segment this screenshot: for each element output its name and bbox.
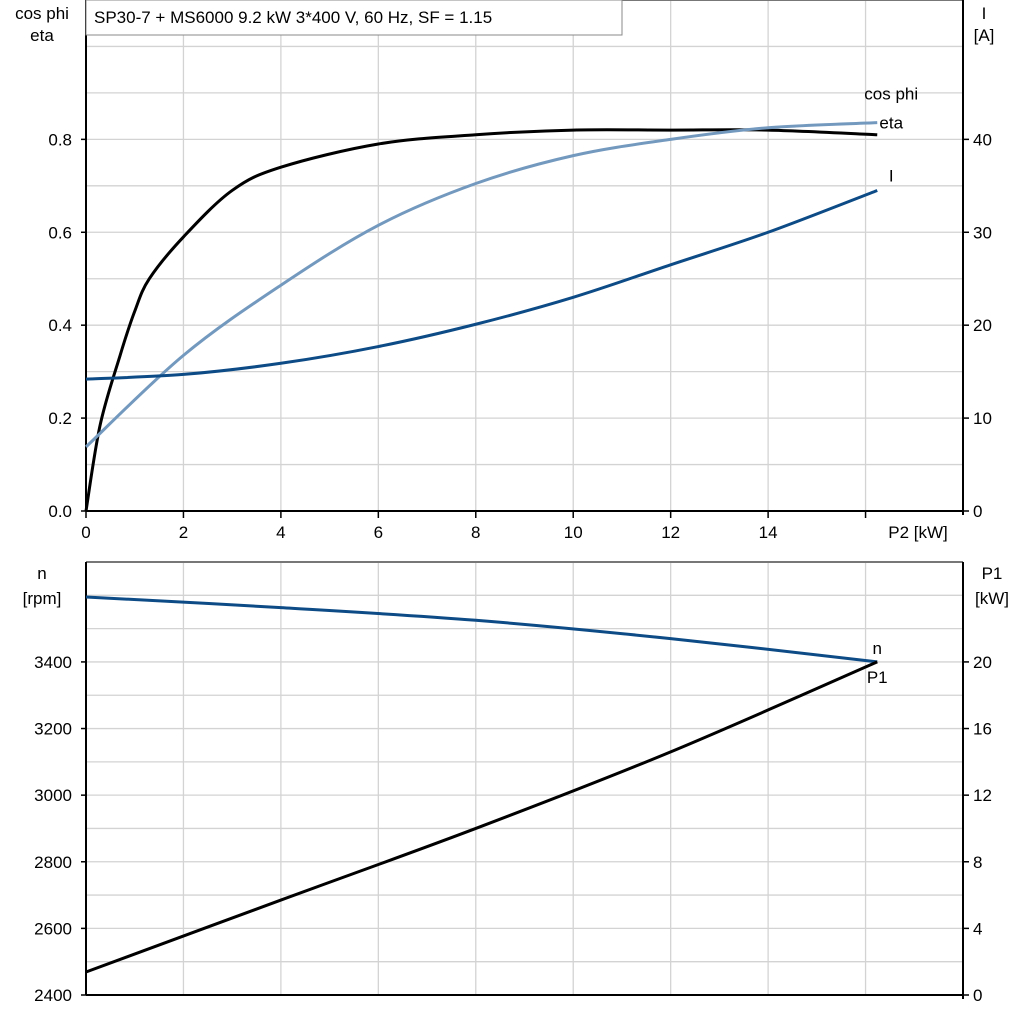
y-left-tick-label: 3000: [34, 786, 72, 805]
y-right-tick-label: 20: [973, 316, 992, 335]
x-tick-label: 6: [374, 523, 383, 542]
series-line-n: [85, 595, 878, 664]
series-label-eta: eta: [879, 114, 903, 133]
y-right-tick-label: 8: [973, 853, 982, 872]
top-chart: 0.0 0.2 0.4 0.6 0.8 0 10 20 30 40 0 2 4 6 8 10 12 14 eta co…: [48, 0, 992, 542]
series-line-I: [85, 189, 878, 381]
y-left-tick-label: 3400: [34, 653, 72, 672]
x-tick-label: 14: [759, 523, 778, 542]
x-tick-label: 8: [471, 523, 480, 542]
title-box: SP30-7 + MS6000 9.2 kW 3*400 V, 60 Hz, S…: [85, 0, 623, 36]
series-line-P1: [85, 660, 878, 974]
y-left-tick-label: 0.0: [48, 502, 72, 521]
y-left-tick-label: 0.2: [48, 409, 72, 428]
x-axis-label: P2 [kW]: [888, 523, 948, 542]
y-right-tick-label: 40: [973, 130, 992, 149]
y-right-tick-label: 16: [973, 720, 992, 739]
series-line-cos-phi: [84, 121, 878, 448]
y-right-tick-label: 12: [973, 786, 992, 805]
y-left-tick-label: 2600: [34, 919, 72, 938]
y-left-tick-label: 2400: [34, 986, 72, 1005]
series-label-cos-phi: cos phi: [864, 85, 918, 104]
y-left-tick-label: 0.6: [48, 223, 72, 242]
y-left-tick-label: 3200: [34, 720, 72, 739]
y-right-tick-label: 0: [973, 502, 982, 521]
y-right-label-i: I: [982, 4, 987, 23]
y-left-tick-label: 0.8: [48, 130, 72, 149]
y-right-label-p1: P1: [982, 564, 1003, 583]
x-tick-label: 2: [179, 523, 188, 542]
y-right-label-kw: [kW]: [975, 589, 1009, 608]
y-right-tick-label: 30: [973, 223, 992, 242]
y-left-tick-label: 2800: [34, 853, 72, 872]
series-label-P1: P1: [867, 668, 888, 687]
bottom-chart: 2400 2600 2800 3000 3200 3400 0 4 8 12 16 20 n P1: [34, 561, 992, 1005]
y-right-tick-label: 20: [973, 653, 992, 672]
x-tick-label: 12: [661, 523, 680, 542]
y-left-label-rpm: [rpm]: [23, 589, 62, 608]
y-left-label-eta: eta: [30, 26, 54, 45]
y-left-label-n: n: [37, 564, 46, 583]
y-left-label-cosphi: cos phi: [15, 4, 69, 23]
y-right-tick-label: 10: [973, 409, 992, 428]
series-line-eta: [84, 128, 878, 512]
y-right-label-unit: [A]: [974, 26, 995, 45]
x-tick-label: 4: [276, 523, 285, 542]
series-label-n: n: [873, 639, 882, 658]
series-label-I: I: [889, 166, 894, 185]
y-left-tick-label: 0.4: [48, 316, 72, 335]
x-tick-label: 0: [81, 523, 90, 542]
x-tick-label: 10: [564, 523, 583, 542]
chart-title: SP30-7 + MS6000 9.2 kW 3*400 V, 60 Hz, S…: [94, 8, 492, 27]
y-right-tick-label: 4: [973, 919, 982, 938]
y-right-tick-label: 0: [973, 986, 982, 1005]
